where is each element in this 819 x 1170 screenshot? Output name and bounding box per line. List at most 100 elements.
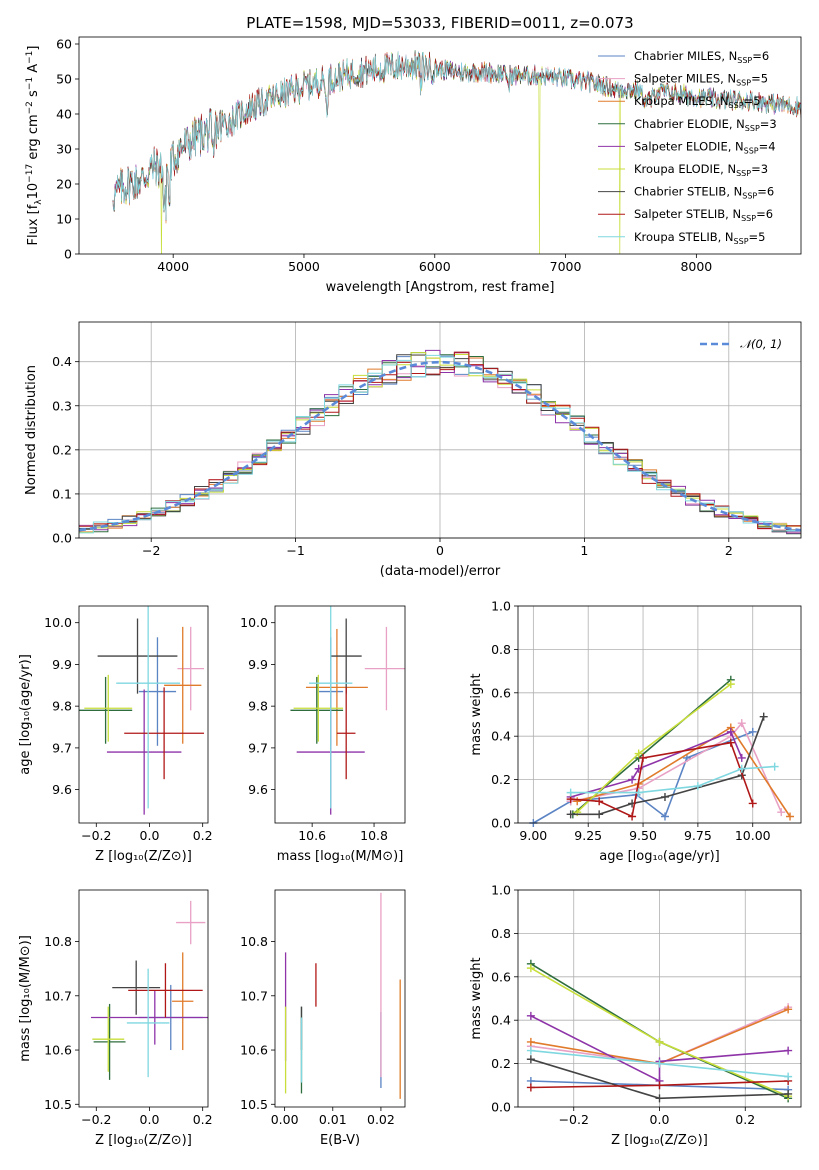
weight_vs_Z-ytick-label: 0.6 — [491, 969, 511, 984]
weight-series — [566, 738, 757, 821]
errorbar-point — [116, 606, 181, 809]
weight-series-line — [532, 731, 753, 824]
weight_vs_age-xlabel: age [log₁₀(age/yr)] — [599, 849, 720, 864]
age_vs_mass-xtick-label: 10.6 — [298, 828, 326, 843]
residuals-ytick-label: 0.2 — [52, 442, 72, 457]
legend-entry: Chabrier ELODIE, NSSP=3 — [634, 117, 777, 133]
weight-marker — [526, 1083, 535, 1092]
residuals-histograms — [79, 349, 801, 537]
legend-entry-sub: SSP — [741, 214, 756, 223]
errorbar-point — [97, 618, 178, 694]
weight-marker — [660, 792, 669, 801]
weight_vs_age-lines — [529, 675, 795, 827]
age_vs_Z-xtick-label: 0.2 — [193, 828, 213, 843]
residuals-ylabel: Normed distribution — [24, 365, 39, 495]
legend-entry-label: Kroupa MILES, N — [634, 94, 729, 108]
legend-entry: Salpeter MILES, NSSP=5 — [634, 72, 768, 88]
spectrum-ylabel-part: Flux [f — [26, 204, 41, 245]
legend-entry-n: =3 — [760, 117, 777, 131]
weight-marker — [784, 1046, 793, 1055]
spectrum-ylabel-part: ] — [26, 46, 41, 51]
residual-histogram — [79, 354, 801, 534]
spectrum-ylabel-part: −2 — [25, 101, 35, 114]
age_vs_mass-ytick-label: 9.6 — [248, 782, 268, 797]
weight_vs_Z-axes: −0.2 0.0 0.2 0.0 0.2 0.4 0.6 0.8 1.0 Z [log₁₀(Z/Z… — [469, 883, 801, 1148]
legend-entry-sub: SSP — [734, 237, 749, 246]
legend-entry-sub: SSP — [737, 56, 752, 65]
errorbar-point — [177, 626, 205, 711]
mass_vs_ebv-ytick-label: 10.8 — [240, 934, 268, 949]
legend-entry-n: =6 — [757, 185, 774, 199]
spectrum-series-line — [112, 51, 801, 221]
spectrum-ytick-label: 60 — [56, 37, 72, 52]
legend-entry-label: Chabrier MILES, N — [634, 49, 737, 63]
age_vs_mass-ytick-label: 9.7 — [248, 740, 268, 755]
spectrum-ytick-label: 40 — [56, 107, 72, 122]
mass_vs_ebv-xtick-label: 0.00 — [271, 1112, 299, 1127]
spectrum-ytick-label: 0 — [64, 247, 72, 262]
legend-entry-label: Chabrier ELODIE, N — [634, 117, 745, 131]
legend-entry-sub: SSP — [736, 169, 751, 178]
spectrum-ylabel-part: erg cm — [26, 114, 41, 163]
spectrum-ylabel: Flux [fλ10−17 erg cm−2 s−1 A−1] — [25, 46, 44, 246]
age_vs_Z-ytick-label: 9.9 — [52, 657, 72, 672]
residuals-ytick-label: 0.1 — [52, 486, 72, 501]
weight_vs_Z-xtick-label: 0.2 — [735, 1112, 755, 1127]
mass_vs_Z-xtick-label: 0.0 — [140, 1112, 160, 1127]
legend-entry-n: =5 — [744, 94, 761, 108]
mass_vs_ebv-axes: 0.00 0.01 0.02 10.5 10.6 10.7 10.8 E(B-V) — [240, 934, 395, 1148]
age_vs_Z-errorbars — [79, 606, 205, 815]
age_vs_Z-frame — [78, 605, 209, 824]
legend-entry: Kroupa ELODIE, NSSP=3 — [634, 162, 768, 178]
errorbar-point — [128, 963, 203, 1018]
weight-marker — [693, 782, 702, 791]
errorbar-point — [126, 968, 170, 1078]
mass_vs_ebv-ytick-label: 10.5 — [240, 1097, 268, 1112]
errorbar-point — [92, 1006, 125, 1072]
mass_vs_Z-frame — [78, 889, 209, 1108]
errorbar-point — [106, 689, 182, 815]
spectrum-ytick-label: 30 — [56, 142, 72, 157]
legend-entry-n: =6 — [752, 49, 769, 63]
weight_vs_age-ytick-label: 0.0 — [491, 816, 511, 831]
errorbar-point — [84, 674, 133, 742]
weight_vs_age-xtick-label: 9.00 — [519, 828, 547, 843]
age_vs_mass-ytick-label: 9.9 — [248, 657, 268, 672]
spectrum-ylabel-part: 10 — [26, 183, 41, 200]
legend-entry-label: Kroupa STELIB, N — [634, 230, 734, 244]
weight-marker — [628, 812, 637, 821]
weight-marker — [566, 810, 575, 819]
weight-marker — [573, 797, 582, 806]
legend-entry-sub: SSP — [742, 192, 757, 201]
weight-marker — [526, 964, 535, 973]
errorbar-point — [112, 960, 161, 1015]
weight-marker — [784, 1089, 793, 1098]
mass_vs_Z-ytick-label: 10.5 — [44, 1097, 72, 1112]
weight-marker — [726, 738, 735, 747]
weight-marker — [655, 1037, 664, 1046]
spectrum-xtick-label: 5000 — [288, 259, 320, 274]
errorbar-point — [336, 687, 356, 780]
weight-marker — [634, 788, 643, 797]
mass_vs_ebv-errorbars — [284, 892, 401, 1099]
legend-entry-label: Salpeter STELIB, N — [634, 207, 741, 221]
residuals-xtick-label: −2 — [142, 543, 160, 558]
residuals-legend-label: 𝒩(0, 1) — [740, 337, 782, 351]
legend-entry-label: Chabrier STELIB, N — [634, 185, 742, 199]
mass_vs_ebv-ytick-label: 10.7 — [240, 988, 268, 1003]
spectrum-xtick-label: 6000 — [419, 259, 451, 274]
mass_vs_ebv-xtick-label: 0.02 — [367, 1112, 395, 1127]
residuals-ytick-label: 0.4 — [52, 354, 72, 369]
weight-series-line — [576, 726, 791, 817]
weight-series — [526, 1046, 793, 1081]
spectrum-ylabel-part: −1 — [25, 77, 35, 90]
age_vs_Z-ytick-label: 9.6 — [52, 782, 72, 797]
weight-marker — [777, 808, 786, 817]
errorbar-point — [172, 952, 194, 1051]
weight-marker — [748, 727, 757, 736]
weight_vs_Z-ylabel: mass weight — [469, 957, 484, 1039]
weight_vs_Z-ytick-label: 1.0 — [491, 883, 511, 898]
age_vs_Z-ylabel: age [log₁₀(age/yr)] — [18, 654, 33, 775]
normal-reference-line — [79, 360, 801, 532]
